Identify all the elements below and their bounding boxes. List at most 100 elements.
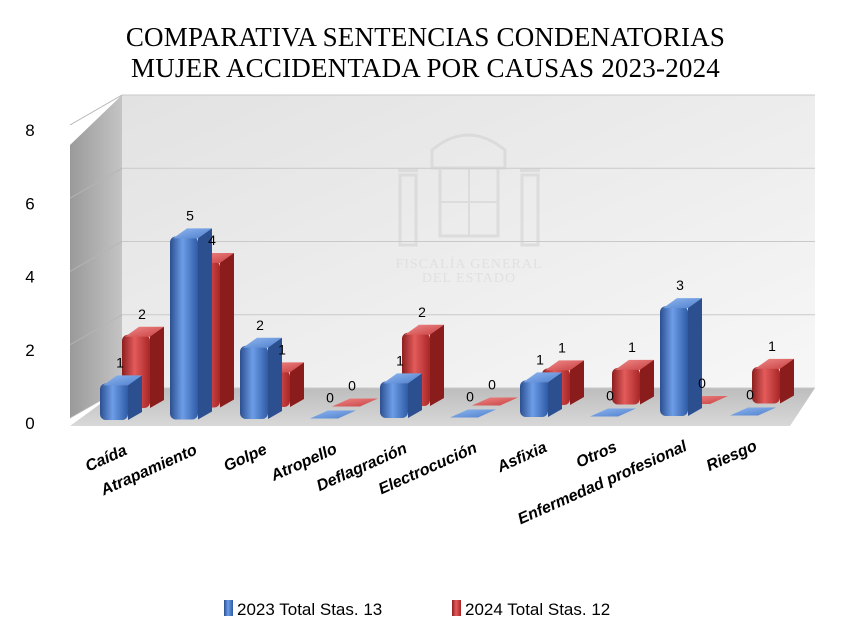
y-axis: 0 2 4 6 8: [25, 121, 34, 433]
bar-2023-8: [660, 298, 702, 416]
bar-2024-0-top: [125, 326, 164, 337]
watermark-line-2: DEL ESTADO: [422, 271, 516, 286]
bar-2024-2-side: [290, 362, 304, 407]
legend-label-2023: 2023 Total Stas. 13: [237, 600, 382, 619]
bar-2024-4-top: [405, 324, 444, 335]
bar-2023-5-flat: [450, 409, 496, 418]
bar-2023-0-side: [128, 375, 142, 420]
bar-2024-9-side: [780, 358, 794, 404]
bar-2023-8-top: [663, 298, 702, 309]
bar-2023-4-side: [408, 373, 422, 418]
bar-2024-5-value: 0: [488, 377, 496, 393]
bar-2023-6-value: 1: [536, 351, 544, 367]
legend-swatch-2023: [224, 600, 233, 616]
bar-2024-5: [472, 397, 518, 406]
y-tick-label: 0: [25, 414, 34, 433]
legend-swatch-2024: [452, 600, 461, 616]
bar-2023-6-top: [523, 372, 562, 383]
y-tick-label: 2: [25, 341, 34, 360]
y-tick-label: 4: [25, 268, 34, 287]
bar-2024-1-side: [220, 253, 234, 408]
bar-2023-1-front: [170, 236, 198, 420]
bar-2023-4: [380, 373, 422, 418]
gridline-side: [69, 241, 123, 272]
gridline-side: [69, 314, 123, 346]
bar-2024-7-top: [615, 359, 654, 370]
bar-2024-4-value: 2: [418, 304, 426, 320]
category-label: Riesgo: [704, 438, 760, 475]
category-label: Asfixia: [494, 439, 550, 476]
gridline-side: [69, 94, 123, 126]
bar-2023-7-value: 0: [606, 388, 614, 404]
bar-2023-0-top: [103, 375, 142, 386]
bar-2023-3: [310, 410, 356, 419]
bar-2024-3: [332, 398, 378, 407]
bar-2024-8-value: 0: [698, 375, 706, 391]
bar-2023-1-value: 5: [186, 207, 194, 223]
category-label: Golpe: [221, 441, 269, 475]
bar-2024-5-flat: [472, 397, 518, 406]
bar-2024-6-top: [545, 360, 584, 371]
chart-title-line-2: MUJER ACCIDENTADA POR CAUSAS 2023-2024: [130, 53, 720, 83]
bar-2023-4-top: [383, 373, 422, 384]
bar-2024-9-top: [755, 358, 794, 369]
bars: [100, 228, 794, 420]
watermark-emblem: FISCALÍA GENERAL DEL ESTADO: [395, 133, 542, 286]
bar-2023-2-value: 2: [256, 317, 264, 333]
bar-2024-9: [752, 358, 794, 404]
bar-2023-7-flat: [590, 408, 636, 417]
legend-item-2024: 2024 Total Stas. 12: [452, 600, 610, 619]
bar-2024-9-front: [752, 366, 780, 404]
bar-2024-9-value: 1: [768, 338, 776, 354]
bar-2023-4-front: [380, 381, 408, 418]
bar-2023-1: [170, 228, 212, 420]
bar-2023-2-front: [240, 345, 268, 419]
bar-2024-3-value: 0: [348, 378, 356, 394]
bar-2023-8-side: [688, 298, 702, 416]
bar-2023-0-value: 1: [116, 354, 124, 370]
bar-2024-6-side: [570, 360, 584, 405]
bar-2023-2: [240, 337, 282, 419]
bar-2023-9-value: 0: [746, 387, 754, 403]
category-label: Caída: [83, 442, 130, 475]
chart-title: COMPARATIVA SENTENCIAS CONDENATORIAS MUJ…: [0, 22, 851, 84]
legend-label-2024: 2024 Total Stas. 12: [465, 600, 610, 619]
bar-2024-7-value: 1: [628, 339, 636, 355]
bar-2023-8-value: 3: [676, 277, 684, 293]
bar-2023-2-top: [243, 337, 282, 348]
bar-2023-6-side: [548, 372, 562, 417]
chart-title-line-1: COMPARATIVA SENTENCIAS CONDENATORIAS: [125, 22, 726, 52]
gridline-side: [69, 167, 123, 199]
bar-2024-3-flat: [332, 398, 378, 407]
bar-2024-1-value: 4: [208, 232, 216, 248]
bar-2024-4-side: [430, 324, 444, 406]
bar-2024-2-value: 1: [278, 341, 286, 357]
bar-2023-8-front: [660, 306, 688, 416]
bar-2024-7: [612, 359, 654, 405]
legend: 2023 Total Stas. 13 2024 Total Stas. 12: [224, 600, 610, 619]
bar-2023-6-front: [520, 380, 548, 417]
bar-2023-1-top: [173, 228, 212, 239]
bar-2023-0: [100, 375, 142, 420]
bar-2023-3-value: 0: [326, 390, 334, 406]
bar-2023-3-flat: [310, 410, 356, 419]
bar-2023-9: [730, 407, 776, 416]
bar-2024-7-side: [640, 359, 654, 405]
bar-2023-5-value: 0: [466, 389, 474, 405]
bar-2024-0-value: 2: [138, 306, 146, 322]
bar-2024-6-value: 1: [558, 339, 566, 355]
watermark-line-1: FISCALÍA GENERAL: [395, 255, 542, 272]
legend-item-2023: 2023 Total Stas. 13: [224, 600, 382, 619]
bar-2023-6: [520, 372, 562, 417]
bar-2024-0-side: [150, 326, 164, 408]
bar-2023-0-front: [100, 383, 128, 420]
bar-2023-5: [450, 409, 496, 418]
bar-2023-7: [590, 408, 636, 417]
bar-2023-4-value: 1: [396, 352, 404, 368]
y-tick-label: 6: [25, 194, 34, 213]
bar-2023-9-flat: [730, 407, 776, 416]
bar-2023-1-side: [198, 228, 212, 420]
